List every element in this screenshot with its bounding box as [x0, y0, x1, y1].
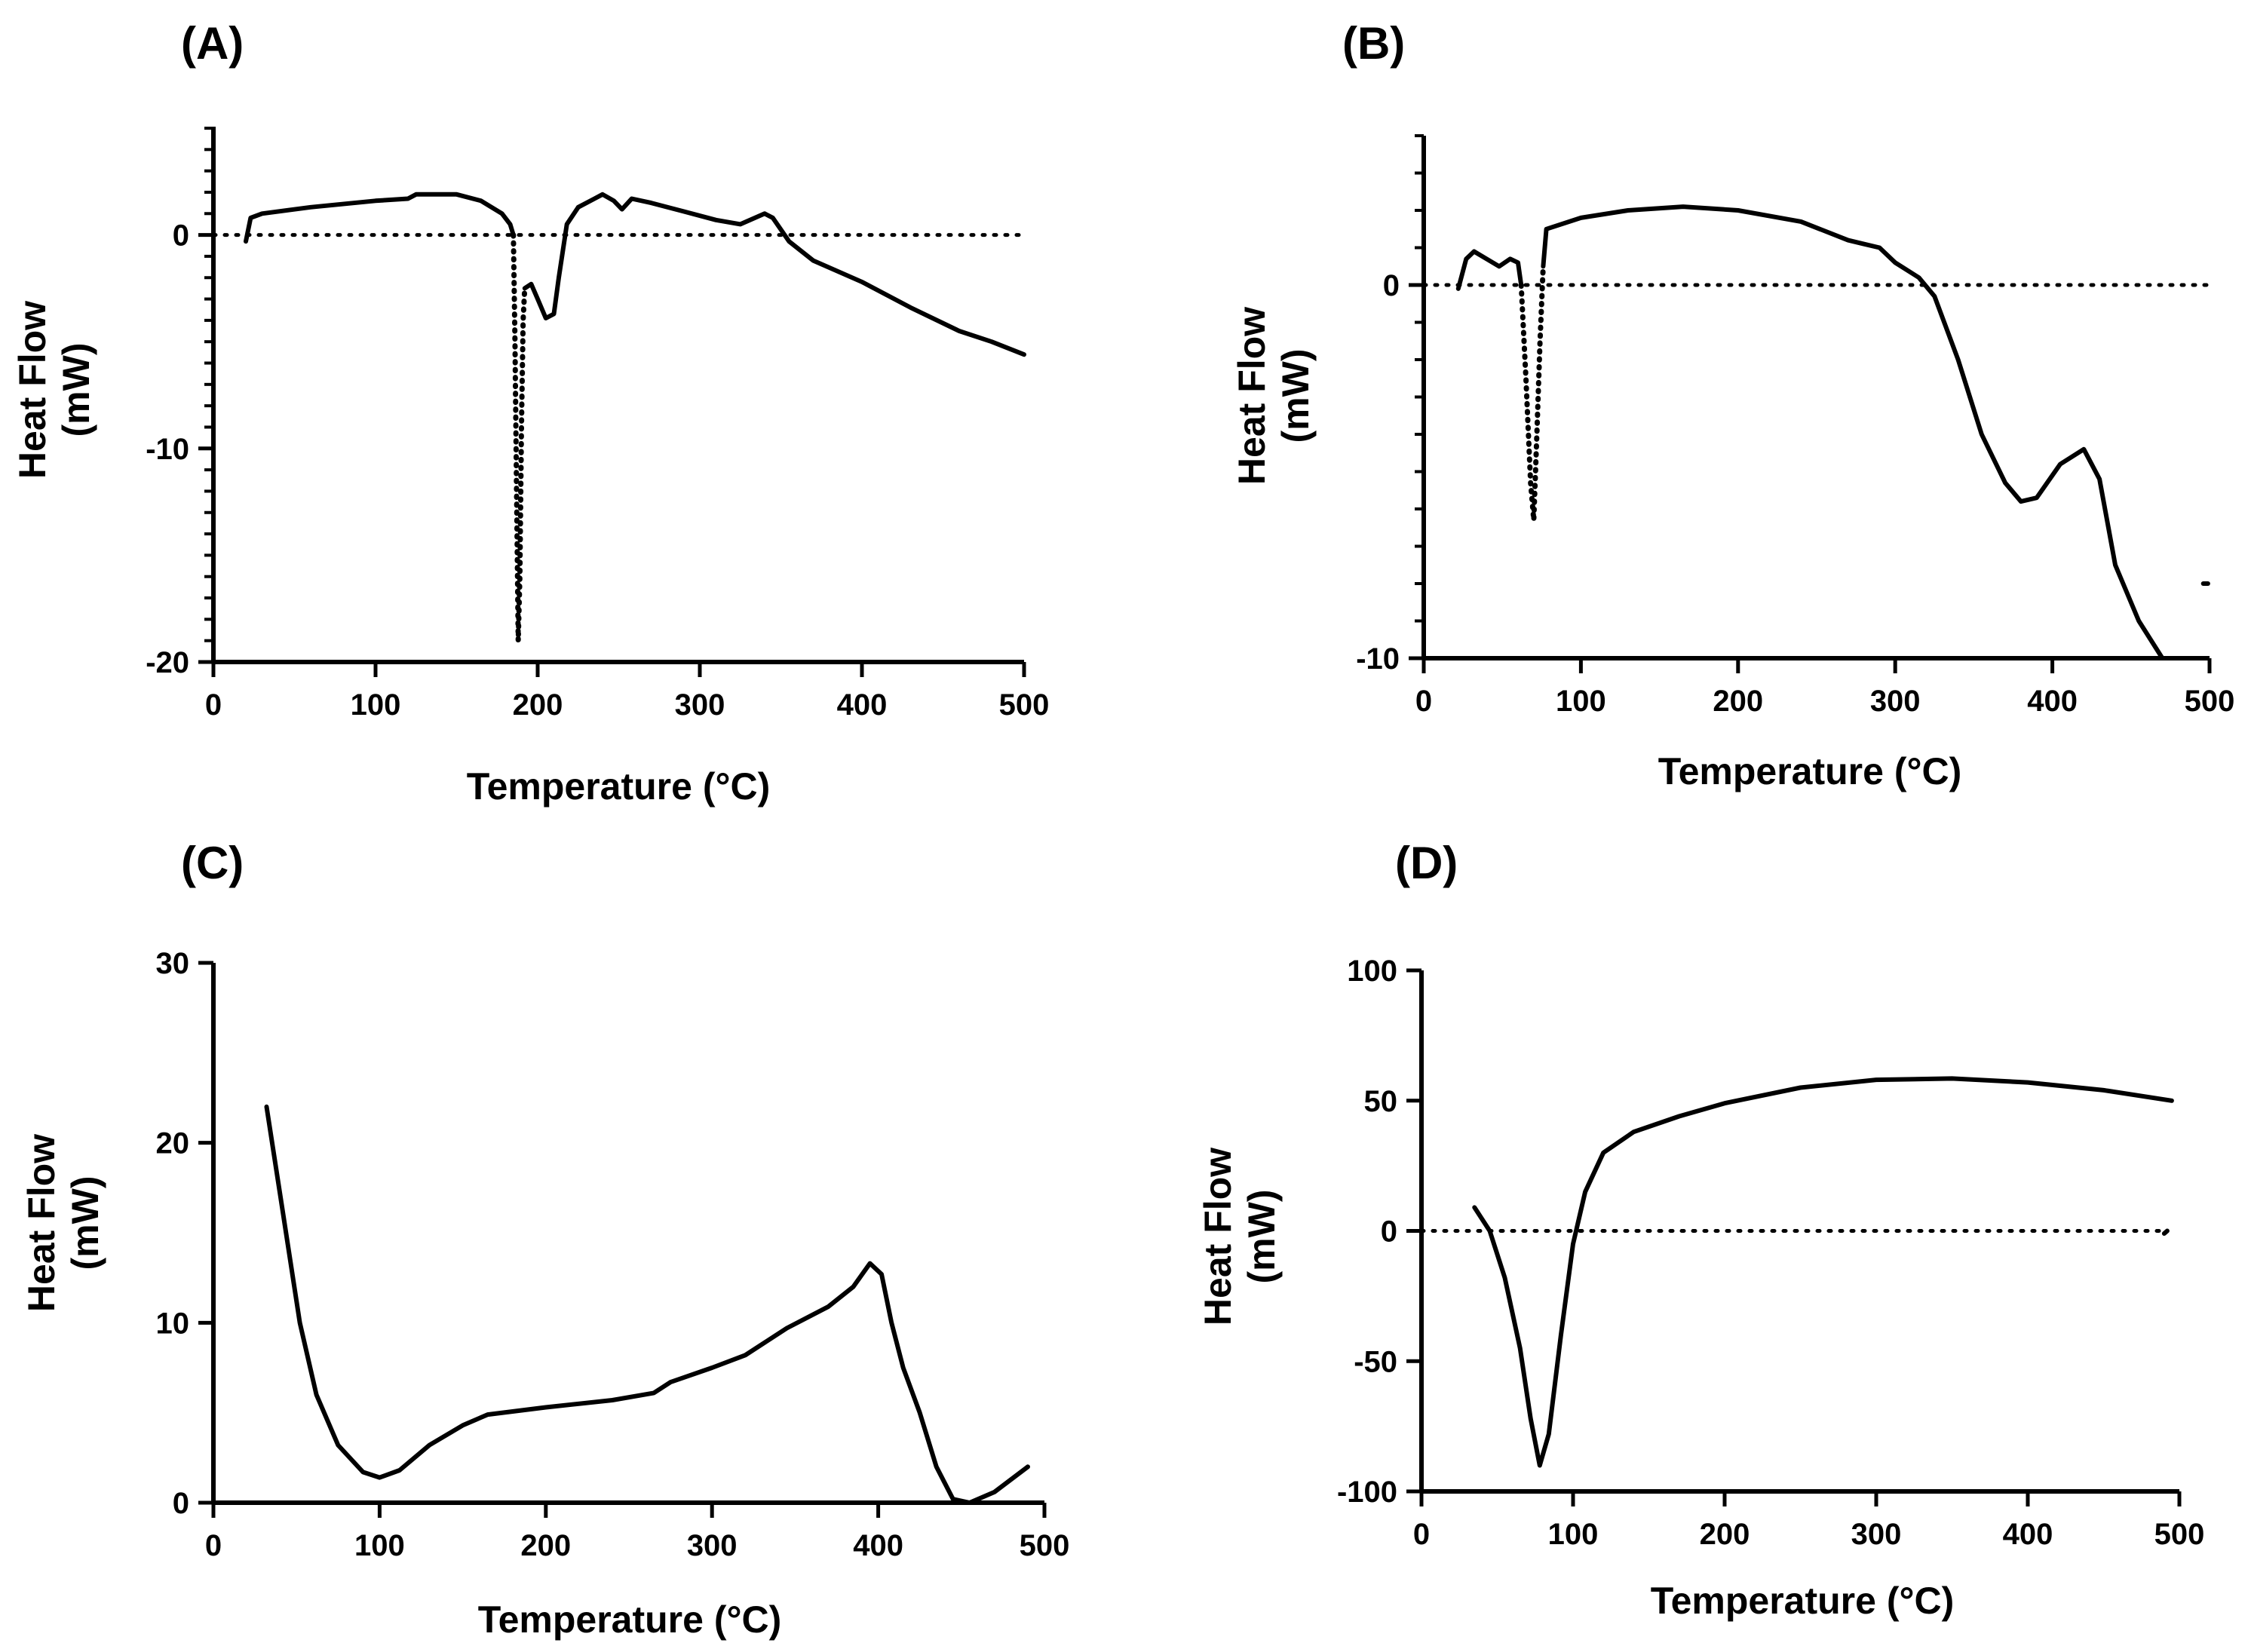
series-line-d-0 — [1472, 1076, 2174, 1468]
x-tick-label-b-200: 200 — [1713, 685, 1763, 718]
x-tick-label-d-400: 400 — [2003, 1518, 2053, 1551]
x-axis-title-b: Temperature (°C) — [1658, 750, 1961, 792]
x-tick-label-b-400: 400 — [2027, 685, 2078, 718]
y-tick-label-b--10: -10 — [1356, 642, 1400, 676]
x-axis-title-a: Temperature (°C) — [467, 765, 770, 808]
y-tick-label-d-50: 50 — [1364, 1085, 1398, 1118]
x-tick-label-a-400: 400 — [837, 688, 888, 722]
y-axis-title-a-line2: (mW) — [55, 343, 97, 437]
x-tick-label-a-100: 100 — [351, 688, 401, 722]
chart-panel-b: (B) Temperature (°C) Heat Flow (mW) 0 100… — [1231, 18, 2234, 792]
y-tick-label-b-0: 0 — [1383, 269, 1400, 302]
series-line-a-0 — [244, 192, 516, 244]
x-tick-label-d-0: 0 — [1413, 1518, 1430, 1551]
x-tick-label-b-500: 500 — [2185, 685, 2235, 718]
y-tick-label-a--20: -20 — [146, 646, 189, 679]
series-line-a-1 — [511, 232, 528, 641]
panel-label-a: (A) — [181, 18, 244, 69]
y-axis-title-a-line1: Heat Flow — [11, 301, 54, 479]
chart-panel-c: (C) Temperature (°C) Heat Flow (mW) 0 100… — [20, 838, 1069, 1641]
x-tick-label-b-300: 300 — [1870, 685, 1921, 718]
x-tick-label-a-200: 200 — [513, 688, 563, 722]
y-axis-title-b-line1: Heat Flow — [1231, 307, 1273, 485]
series-line-b-1 — [1518, 263, 1546, 521]
x-tick-label-a-500: 500 — [999, 688, 1050, 722]
x-tick-label-d-300: 300 — [1851, 1518, 1902, 1551]
series-line-a-2 — [522, 192, 1026, 357]
x-tick-label-d-500: 500 — [2154, 1518, 2205, 1551]
x-tick-label-c-300: 300 — [687, 1529, 738, 1562]
series-line-b-0 — [1455, 249, 1524, 291]
x-tick-label-a-300: 300 — [675, 688, 725, 722]
y-tick-label-d-0: 0 — [1381, 1215, 1397, 1249]
y-tick-label-d--50: -50 — [1354, 1345, 1397, 1378]
y-axis-title-b-line2: (mW) — [1274, 349, 1317, 443]
y-axis-title-d-line1: Heat Flow — [1197, 1148, 1239, 1326]
y-axis-title-c-line1: Heat Flow — [20, 1134, 63, 1312]
y-tick-label-d-100: 100 — [1347, 955, 1397, 988]
x-axis-title-d: Temperature (°C) — [1651, 1580, 1954, 1622]
y-axis-title-c-line2: (mW) — [64, 1176, 106, 1270]
series-line-d-1 — [2161, 1228, 2170, 1236]
y-tick-label-c-10: 10 — [156, 1307, 190, 1340]
x-tick-label-c-0: 0 — [205, 1529, 222, 1562]
x-tick-label-a-0: 0 — [205, 688, 222, 722]
x-tick-label-b-100: 100 — [1556, 685, 1606, 718]
x-tick-label-c-400: 400 — [853, 1529, 903, 1562]
y-tick-label-c-0: 0 — [173, 1487, 189, 1520]
y-tick-label-d--100: -100 — [1337, 1476, 1397, 1509]
y-axis-title-d-line2: (mW) — [1241, 1190, 1283, 1284]
x-tick-label-c-500: 500 — [1020, 1529, 1070, 1562]
x-tick-label-b-0: 0 — [1415, 685, 1432, 718]
y-tick-label-a-0: 0 — [173, 219, 189, 253]
y-tick-label-c-20: 20 — [156, 1127, 190, 1160]
series-line-b-2 — [1541, 204, 2165, 660]
panel-label-c: (C) — [181, 838, 244, 888]
x-tick-label-d-200: 200 — [1700, 1518, 1750, 1551]
x-tick-label-c-200: 200 — [520, 1529, 571, 1562]
chart-panel-d: (D) Temperature (°C) Heat Flow (mW) 0 100… — [1197, 838, 2204, 1622]
y-tick-label-a--10: -10 — [146, 433, 189, 466]
series-line-c-0 — [264, 1104, 1030, 1505]
x-tick-label-d-100: 100 — [1548, 1518, 1599, 1551]
x-axis-title-c: Temperature (°C) — [478, 1598, 781, 1641]
y-tick-label-c-30: 30 — [156, 947, 190, 980]
x-tick-label-c-100: 100 — [354, 1529, 405, 1562]
panel-label-b: (B) — [1342, 18, 1405, 69]
chart-panel-a: (A) Temperature (°C) Heat Flow (mW) 0 100… — [11, 18, 1049, 808]
panel-label-d: (D) — [1395, 838, 1458, 888]
